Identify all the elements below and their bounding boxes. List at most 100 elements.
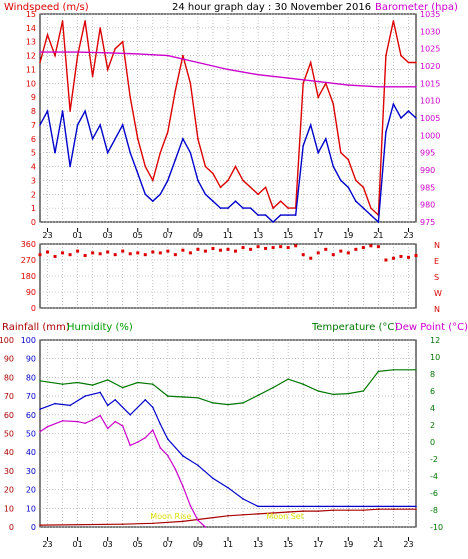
series-windspeed-gust--point	[46, 34, 49, 36]
humidity-label: Humidity (%)	[67, 322, 133, 333]
wind-direction-point	[173, 253, 177, 257]
series-windspeed-average--point	[377, 221, 380, 223]
series-temperature-point	[121, 386, 124, 389]
series-humidity-point	[377, 505, 380, 508]
series-windspeed-average--point	[370, 214, 372, 216]
wind-direction-point	[279, 245, 283, 249]
series-barometer-point	[197, 61, 199, 64]
series-barometer-point	[347, 84, 350, 86]
series-windspeed-average--point	[182, 138, 184, 140]
y-tick-label-rainfall: 60	[4, 411, 14, 420]
series-windspeed-gust--point	[197, 138, 199, 140]
series-windspeed-average--point	[234, 200, 237, 202]
wind-direction-point	[391, 256, 395, 260]
x-tick-label: 17	[313, 231, 323, 240]
series-temperature-point	[347, 392, 350, 395]
x-tick-label: 23	[403, 231, 413, 240]
wind-direction-point	[98, 252, 102, 256]
series-windspeed-gust--point	[106, 68, 109, 71]
x-tick-label: 23	[403, 540, 413, 549]
wind-direction-point	[346, 251, 350, 255]
series-windspeed-gust--point	[370, 207, 372, 209]
series-windspeed-average--point	[415, 117, 417, 119]
series-humidity-point	[362, 505, 365, 508]
series-windspeed-average--point	[340, 179, 342, 182]
series-dew-point-point	[99, 414, 101, 417]
y-tick-label-temperature: -2	[430, 455, 438, 464]
series-windspeed-average--point	[197, 179, 199, 182]
wind-direction-point	[339, 249, 343, 253]
series-windspeed-average--point	[159, 193, 162, 196]
series-rainfall-point	[257, 513, 259, 515]
series-dew-point-point	[121, 425, 124, 427]
y-tick-label-rainfall: 0	[9, 523, 14, 532]
y-tick-label-rainfall: 10	[4, 504, 14, 513]
series-windspeed-gust--point	[69, 110, 71, 112]
series-windspeed-average--point	[249, 207, 252, 209]
x-tick-label: 09	[193, 231, 203, 240]
series-windspeed-average--point	[61, 110, 64, 112]
y-tick-label-barometer: 990	[420, 166, 435, 175]
series-windspeed-average--point	[189, 151, 192, 154]
y-tick-label-rainfall: 80	[4, 373, 14, 382]
series-windspeed-gust--point	[347, 158, 350, 161]
wind-barometer-panel: 0123456789101112131415975980985990995100…	[26, 10, 441, 240]
series-barometer-point	[257, 73, 259, 76]
wind-direction-point	[83, 254, 87, 258]
wind-direction-point	[249, 247, 253, 251]
series-dew-point-point	[182, 485, 184, 488]
y-tick-label-direction: 180	[21, 272, 36, 281]
series-dew-point-point	[204, 526, 207, 528]
y-tick-label-compass: S	[434, 273, 439, 282]
wind-direction-point	[294, 244, 298, 248]
series-temperature-point	[377, 370, 380, 373]
series-windspeed-average--point	[106, 151, 109, 154]
x-tick-label: 03	[103, 231, 113, 240]
wind-direction-point	[106, 250, 110, 254]
series-humidity-point	[39, 408, 41, 410]
wind-direction-point	[234, 249, 238, 253]
y-tick-label-windspeed: 15	[26, 10, 36, 19]
series-rainfall-point	[332, 509, 335, 511]
wind-direction-point	[181, 248, 185, 252]
y-tick-label-rainfall: 70	[4, 392, 14, 401]
x-tick-label: 17	[313, 540, 323, 549]
y-tick-label-windspeed: 12	[26, 52, 36, 61]
series-humidity-point	[317, 505, 320, 508]
barometer-label: Barometer (hpa)	[375, 2, 458, 13]
series-dew-point-point	[152, 429, 154, 431]
series-rainfall-point	[287, 511, 289, 513]
series-windspeed-gust--point	[219, 186, 222, 189]
y-tick-label-windspeed: 8	[31, 107, 36, 116]
wind-direction-point	[61, 251, 65, 255]
series-windspeed-average--point	[257, 214, 259, 216]
y-tick-label-windspeed: 11	[26, 65, 36, 74]
series-windspeed-gust--point	[61, 20, 64, 22]
series-windspeed-average--point	[272, 221, 274, 223]
y-tick-label-barometer: 1035	[420, 10, 440, 19]
x-tick-label: 21	[373, 540, 383, 549]
series-windspeed-average--point	[392, 103, 395, 105]
series-temperature-point	[39, 380, 41, 382]
wind-direction-point	[361, 246, 365, 250]
series-dew-point-point	[76, 420, 79, 423]
wind-direction-point	[151, 250, 155, 254]
series-windspeed-average--point	[114, 138, 116, 140]
y-tick-label-rainfall: 30	[4, 467, 14, 476]
series-temperature-point	[182, 396, 184, 398]
wind-direction-point	[166, 249, 170, 253]
series-windspeed-gust--point	[400, 54, 402, 57]
wind-direction-point	[136, 251, 140, 255]
series-temperature-point	[362, 390, 365, 392]
y-tick-label-windspeed: 2	[31, 190, 36, 199]
series-humidity-point	[129, 414, 132, 416]
y-tick-label-windspeed: 9	[31, 93, 36, 102]
series-windspeed-average--point	[355, 200, 357, 202]
y-tick-label-temperature: -8	[430, 506, 438, 515]
series-windspeed-average--point	[136, 172, 139, 175]
wind-direction-point	[354, 247, 358, 251]
series-rainfall-point	[227, 514, 229, 517]
series-windspeed-average--point	[39, 124, 41, 126]
